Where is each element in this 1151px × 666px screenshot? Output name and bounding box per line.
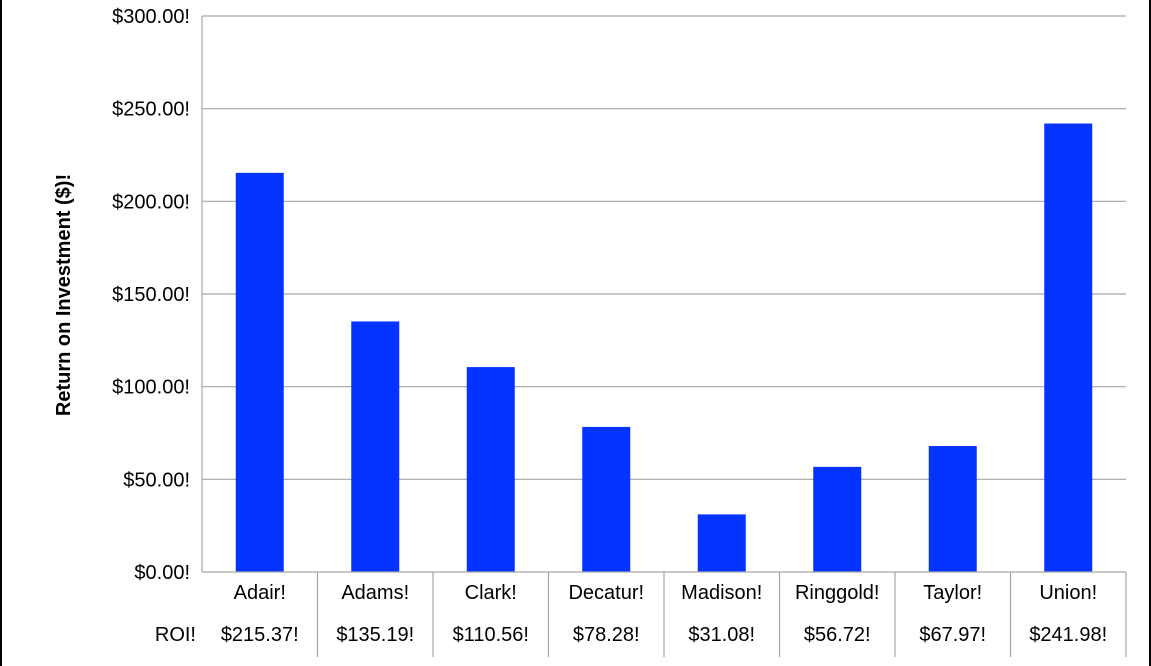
bar	[1044, 123, 1093, 573]
bar	[582, 426, 631, 572]
x-category-label: Ringgold!	[795, 582, 880, 604]
table-value-cell: $110.56!	[453, 624, 529, 646]
table-row-label: ROI!	[155, 624, 196, 646]
data-table: Adair! Adams! Clark! Decatur! Madison! Ringgo…	[155, 572, 1127, 657]
bar	[351, 321, 400, 572]
table-value-cell: $56.72!	[804, 624, 871, 646]
bars	[235, 123, 1093, 573]
table-value-cell: $31.08!	[688, 624, 755, 646]
y-tick-label: $0.00!	[134, 562, 190, 584]
y-tick-labels: $0.00! $50.00! $100.00! $150.00! $200.00! $25…	[112, 6, 190, 584]
table-value-cell: $241.98!	[1029, 624, 1107, 646]
bar	[235, 172, 284, 572]
x-category-label: Adair!	[234, 582, 286, 604]
bar	[697, 514, 746, 572]
y-tick-label: $200.00!	[112, 191, 190, 213]
y-axis-label: Return on Investment ($)!	[53, 174, 75, 416]
bar	[466, 367, 515, 572]
y-tick-label: $50.00!	[123, 469, 190, 491]
y-tick-label: $100.00!	[112, 377, 190, 399]
y-tick-label: $250.00!	[112, 99, 190, 121]
x-category-label: Adams!	[341, 582, 409, 604]
bar	[928, 446, 977, 572]
x-category-label: Taylor!	[923, 582, 982, 604]
table-value-cell: $135.19!	[336, 624, 414, 646]
x-category-label: Union!	[1039, 582, 1097, 604]
table-value-cell: $215.37!	[221, 624, 299, 646]
y-tick-label: $300.00!	[112, 6, 190, 28]
bar	[813, 466, 862, 572]
x-category-label: Decatur!	[568, 582, 644, 604]
x-category-label: Clark!	[465, 582, 517, 604]
table-value-cell: $67.97!	[919, 624, 986, 646]
y-tick-label: $150.00!	[112, 284, 190, 306]
gridlines	[202, 15, 1126, 480]
x-category-label: Madison!	[681, 582, 762, 604]
table-value-cell: $78.28!	[573, 624, 640, 646]
